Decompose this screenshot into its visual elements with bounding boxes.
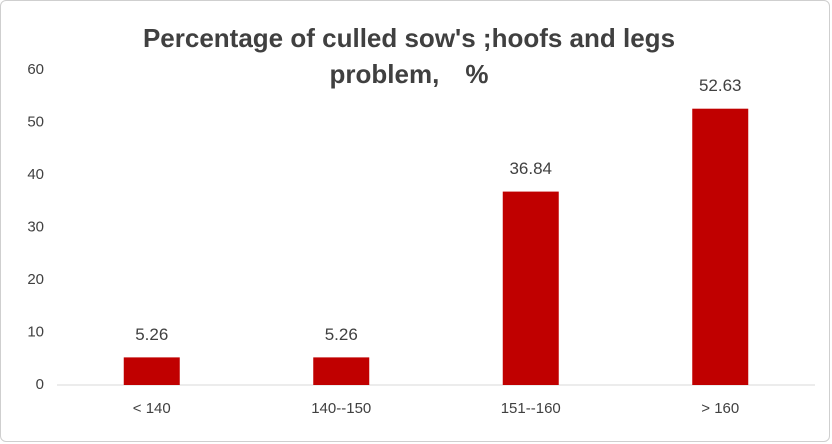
data-label: 36.84 <box>509 159 552 178</box>
x-tick-label: 151--160 <box>501 400 561 417</box>
y-tick-label: 0 <box>36 376 44 393</box>
data-label: 52.63 <box>699 76 742 95</box>
y-tick-label: 60 <box>27 61 44 78</box>
x-tick-label: > 160 <box>701 400 739 417</box>
y-tick-label: 10 <box>27 323 44 340</box>
bar <box>502 191 559 385</box>
y-tick-label: 40 <box>27 166 44 183</box>
bar <box>692 108 749 385</box>
bar <box>123 357 180 385</box>
data-label: 5.26 <box>135 325 168 344</box>
x-tick-label: 140--150 <box>311 400 371 417</box>
y-tick-label: 50 <box>27 113 44 130</box>
y-tick-label: 30 <box>27 218 44 235</box>
bar <box>313 357 370 385</box>
x-tick-label: < 140 <box>133 400 171 417</box>
y-tick-label: 20 <box>27 271 44 288</box>
data-label: 5.26 <box>325 325 358 344</box>
chart-title: Percentage of culled sow's ;hoofs and le… <box>142 23 683 89</box>
